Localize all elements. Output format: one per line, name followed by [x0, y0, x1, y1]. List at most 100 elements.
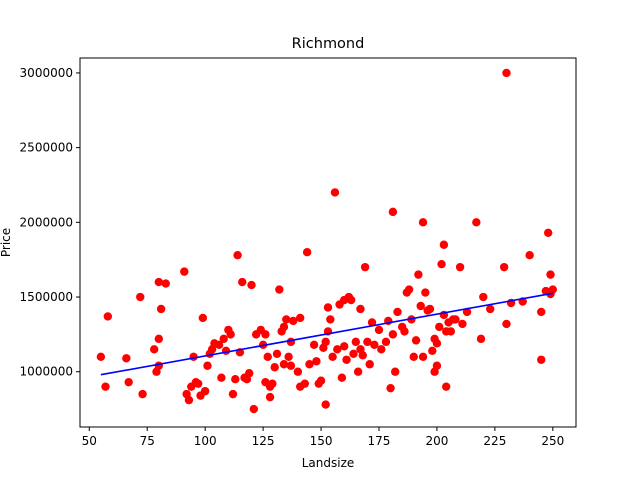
y-axis-label: Price	[0, 228, 13, 257]
data-point	[400, 327, 409, 336]
data-point	[342, 355, 351, 364]
data-point	[268, 379, 277, 388]
data-point	[525, 250, 534, 260]
data-point	[328, 352, 337, 361]
data-point	[437, 259, 446, 269]
data-point	[418, 352, 428, 361]
data-point	[326, 315, 335, 324]
data-point	[502, 68, 511, 78]
data-point	[203, 361, 212, 370]
data-point	[414, 270, 423, 279]
x-tick-label: 50	[82, 434, 97, 448]
data-point	[432, 361, 442, 370]
data-point	[409, 352, 418, 361]
data-point	[363, 337, 372, 347]
data-point	[321, 337, 330, 347]
data-point	[548, 285, 558, 294]
data-point	[200, 386, 210, 396]
data-point	[138, 389, 147, 399]
data-point	[184, 395, 194, 405]
data-point	[149, 345, 159, 354]
x-tick-label: 200	[425, 434, 448, 448]
x-tick-label: 225	[483, 434, 506, 448]
data-point	[284, 352, 293, 361]
data-point	[309, 340, 319, 350]
data-point	[546, 270, 555, 279]
data-point	[300, 379, 310, 388]
data-point	[416, 301, 425, 311]
data-point	[351, 337, 361, 347]
data-point	[282, 315, 291, 324]
data-point	[265, 392, 275, 402]
data-point	[154, 277, 164, 287]
data-point	[124, 377, 133, 387]
data-point	[247, 280, 256, 290]
data-point	[226, 330, 235, 339]
data-point	[479, 292, 488, 302]
x-tick-label: 100	[194, 434, 217, 448]
y-tick-label: 1000000	[20, 365, 73, 379]
data-point	[418, 218, 428, 227]
data-point	[323, 303, 333, 312]
data-point	[263, 352, 272, 361]
data-point	[272, 349, 282, 358]
fit-line-layer	[100, 292, 553, 376]
data-point	[231, 374, 240, 384]
data-point	[96, 352, 106, 361]
x-tick-label: 125	[252, 434, 275, 448]
fit-line	[100, 292, 553, 376]
data-point	[374, 325, 384, 335]
data-point	[316, 376, 326, 385]
data-point	[377, 345, 386, 354]
data-point	[435, 322, 444, 332]
data-point	[386, 383, 395, 393]
data-point	[425, 304, 435, 314]
data-point	[393, 307, 402, 317]
data-point	[439, 240, 449, 249]
data-point	[356, 304, 365, 314]
data-point	[217, 373, 226, 382]
data-point	[180, 267, 189, 276]
data-point	[101, 382, 110, 391]
data-point	[321, 400, 330, 409]
data-point	[161, 279, 170, 288]
data-point	[221, 346, 231, 356]
y-tick-label: 2000000	[20, 215, 73, 229]
data-point	[295, 313, 305, 323]
data-point	[537, 355, 546, 364]
data-point	[103, 312, 113, 321]
data-point	[330, 188, 340, 197]
data-point	[238, 277, 247, 287]
data-point	[499, 262, 509, 272]
data-point	[446, 327, 456, 336]
x-tick-label: 175	[368, 434, 391, 448]
y-tick-label: 1500000	[20, 290, 73, 304]
data-point	[346, 295, 356, 305]
y-tick-label: 3000000	[20, 66, 73, 80]
data-point	[421, 288, 430, 297]
data-point	[502, 319, 511, 329]
data-point	[381, 337, 391, 347]
data-point	[451, 315, 460, 324]
data-point	[122, 354, 131, 363]
data-point	[275, 285, 284, 294]
data-point	[472, 218, 481, 227]
data-point	[486, 304, 495, 314]
data-point	[337, 373, 347, 382]
data-point	[293, 367, 303, 376]
data-point	[249, 404, 259, 414]
data-point	[286, 337, 296, 347]
data-point	[367, 318, 377, 327]
x-axis-ticks: 50 75 100 125 150 175 200 225 250	[82, 427, 564, 448]
data-point	[289, 316, 298, 326]
data-point	[279, 360, 289, 369]
y-tick-label: 2500000	[20, 141, 73, 155]
data-point	[154, 361, 164, 370]
data-point	[305, 360, 314, 369]
data-point	[476, 334, 486, 344]
x-tick-label: 250	[541, 434, 564, 448]
x-tick-label: 150	[310, 434, 333, 448]
x-tick-label: 75	[140, 434, 155, 448]
axes-frame	[79, 57, 577, 428]
